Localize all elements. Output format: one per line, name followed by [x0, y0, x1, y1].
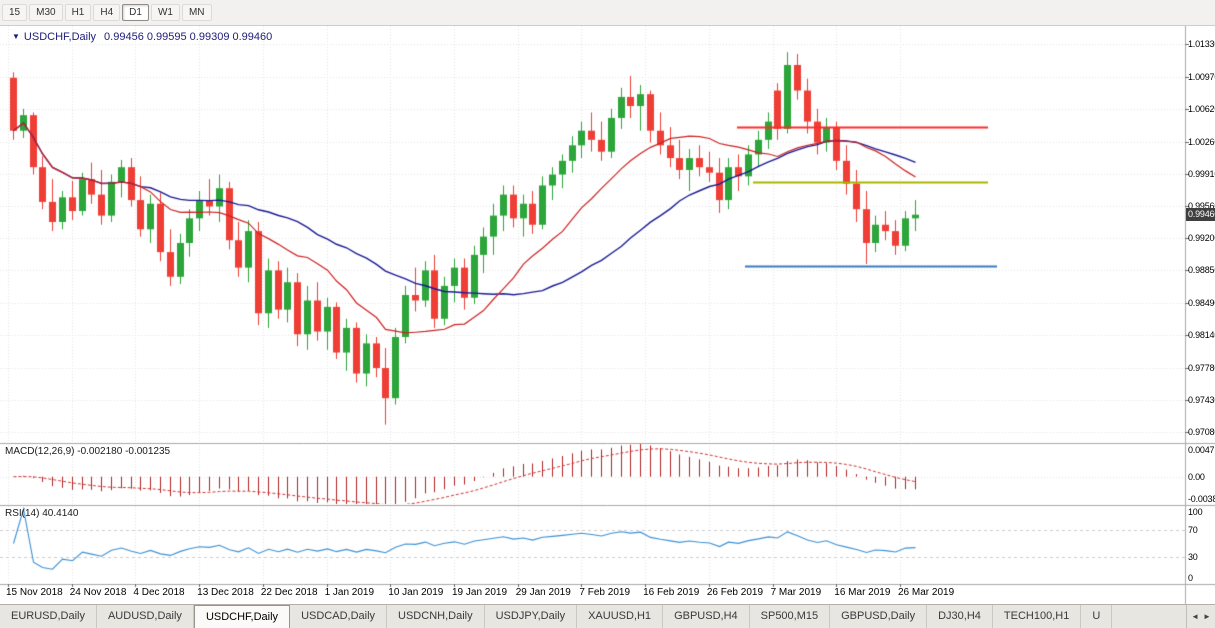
timeframe-button-d1[interactable]: D1: [122, 4, 149, 21]
tab-usdchf-daily[interactable]: USDCHF,Daily: [193, 605, 291, 628]
macd-scale-label: -0.003893: [1188, 494, 1215, 504]
tab-eurusd-daily[interactable]: EURUSD,Daily: [0, 605, 97, 628]
tab-usdcnh-daily[interactable]: USDCNH,Daily: [387, 605, 485, 628]
tab-gbpusd-daily[interactable]: GBPUSD,Daily: [830, 605, 928, 628]
time-axis-label: 10 Jan 2019: [388, 587, 444, 598]
time-axis-label: 1 Jan 2019: [324, 587, 375, 598]
time-axis-label: 24 Nov 2018: [69, 587, 127, 598]
rsi-title: RSI(14): [5, 508, 40, 519]
time-axis-label: 22 Dec 2018: [260, 587, 318, 598]
rsi-indicator-label: RSI(14) 40.4140: [5, 508, 78, 519]
time-axis-label: 16 Mar 2019: [834, 587, 891, 598]
time-axis-label: 13 Dec 2018: [197, 587, 254, 598]
legend-symbol: USDCHF,Daily: [23, 31, 97, 43]
timeframe-button-w1[interactable]: W1: [150, 4, 180, 21]
rsi-scale-label: 30: [1188, 552, 1198, 563]
tab-usdcad-daily[interactable]: USDCAD,Daily: [290, 605, 388, 628]
timeframe-toolbar: 15 M30 H1 H4 D1 W1 MN: [0, 0, 1215, 26]
tab-dj30-h4[interactable]: DJ30,H4: [927, 605, 993, 628]
macd-title: MACD(12,26,9): [5, 446, 75, 457]
time-axis-label: 4 Dec 2018: [133, 587, 185, 598]
symbol-dropdown-icon[interactable]: ▼: [12, 32, 20, 41]
time-axis-label: 26 Feb 2019: [706, 587, 764, 598]
tab-usdjpy-daily[interactable]: USDJPY,Daily: [485, 605, 578, 628]
timeframe-button-h4[interactable]: H4: [93, 4, 121, 21]
tab-gbpusd-h4[interactable]: GBPUSD,H4: [663, 605, 750, 628]
rsi-scale-label: 0: [1188, 573, 1193, 583]
macd-scale-label: 0.004718: [1188, 445, 1215, 455]
chart-tabs-bar: EURUSD,Daily AUDUSD,Daily USDCHF,Daily USDC…: [0, 604, 1215, 628]
legend-ohlc: 0.99456 0.99595 0.99309 0.99460: [104, 31, 273, 43]
time-axis[interactable]: 15 Nov 2018 24 Nov 2018 4 Dec 2018 13 Dec 2…: [0, 584, 1185, 604]
tab-xauusd-h1[interactable]: XAUUSD,H1: [577, 605, 664, 628]
tabs-scroll-arrows: ◄ ►: [1186, 605, 1215, 628]
chart-tabs-strip: EURUSD,Daily AUDUSD,Daily USDCHF,Daily USDC…: [0, 605, 1187, 628]
macd-values: -0.002180 -0.001235: [77, 446, 171, 457]
time-axis-label: 15 Nov 2018: [6, 587, 63, 598]
time-axis-label: 26 Mar 2019: [897, 587, 955, 598]
time-axis-label: 19 Jan 2019: [451, 587, 508, 598]
timeframe-button-h1[interactable]: H1: [64, 4, 92, 21]
timeframe-button-15[interactable]: 15: [2, 4, 28, 21]
price-chart-canvas[interactable]: [0, 26, 1215, 604]
tabs-scroll-right-icon[interactable]: ►: [1203, 612, 1211, 621]
time-axis-label: 16 Feb 2019: [643, 587, 700, 598]
time-axis-label: 29 Jan 2019: [515, 587, 571, 598]
tabs-scroll-left-icon[interactable]: ◄: [1191, 612, 1199, 621]
price-axis-label: 1.01330: [1188, 38, 1215, 49]
tab-u[interactable]: U: [1081, 605, 1113, 628]
timeframe-button-m30[interactable]: M30: [29, 4, 63, 21]
tab-sp500-m15[interactable]: SP500,M15: [750, 605, 831, 628]
price-axis-label: 1.00970: [1188, 71, 1215, 82]
rsi-scale-label: 100: [1188, 507, 1203, 517]
time-axis-label: 7 Feb 2019: [579, 587, 631, 598]
tab-audusd-daily[interactable]: AUDUSD,Daily: [97, 605, 194, 628]
tab-tech100-h1[interactable]: TECH100,H1: [993, 605, 1082, 628]
macd-indicator-label: MACD(12,26,9) -0.002180 -0.001235: [5, 446, 170, 457]
macd-scale-label: 0.00: [1188, 471, 1205, 482]
price-axis-label: 1.00620: [1188, 103, 1215, 114]
timeframe-button-mn[interactable]: MN: [181, 4, 212, 21]
time-axis-label: 7 Mar 2019: [770, 587, 822, 598]
chart-legend: ▼ USDCHF,Daily 0.99456 0.99595 0.99309 0.9…: [12, 31, 272, 43]
rsi-scale-label: 70: [1188, 524, 1198, 535]
rsi-value: 40.4140: [42, 508, 79, 519]
current-price-badge: 0.99460: [1186, 207, 1215, 221]
